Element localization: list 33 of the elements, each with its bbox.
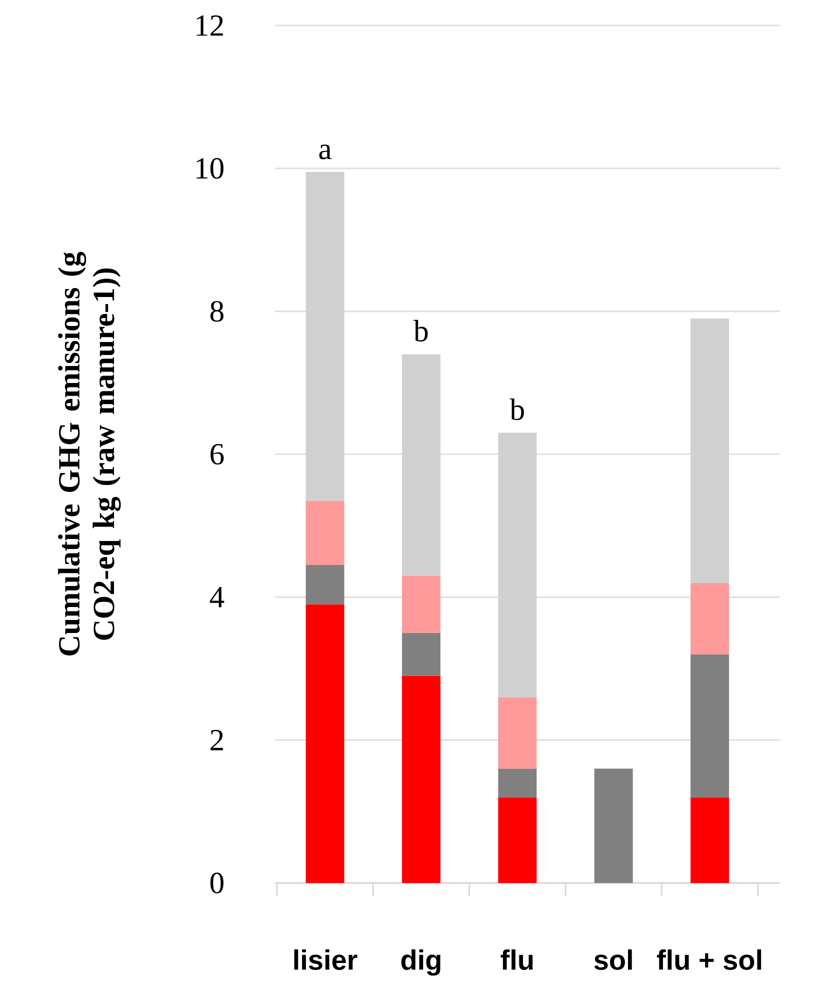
y-tick-label: 4 xyxy=(210,587,224,608)
annotation: a xyxy=(319,144,332,160)
bar xyxy=(402,632,440,676)
bar xyxy=(402,576,440,633)
bar xyxy=(498,432,537,698)
bar xyxy=(690,654,730,798)
annotation: b xyxy=(510,398,524,420)
annotation: b xyxy=(414,320,428,342)
x-tick-label: dig xyxy=(401,949,440,976)
bar xyxy=(306,565,344,604)
y-tick-label: 10 xyxy=(196,158,224,179)
y-axis-title: Cumulative GHG emissions (g CO2-eq kg (raw manure-1)) xyxy=(58,252,121,656)
x-tick-label: flu xyxy=(500,949,533,970)
bar xyxy=(402,676,440,883)
y-tick-label: 2 xyxy=(210,730,223,750)
bar xyxy=(498,697,537,769)
bar xyxy=(498,768,537,798)
bar xyxy=(498,797,537,883)
bar xyxy=(594,768,633,883)
bar xyxy=(306,604,344,883)
bar xyxy=(690,797,730,883)
x-tick-label: sol xyxy=(594,949,632,970)
bar xyxy=(306,172,344,501)
x-tick-label: lisier xyxy=(294,949,358,970)
y-tick-label: 0 xyxy=(210,872,224,894)
bar xyxy=(690,582,730,654)
y-tick-label: 6 xyxy=(210,444,224,465)
y-tick-label: 12 xyxy=(196,15,223,36)
y-tick-label: 8 xyxy=(210,300,224,322)
x-tick-label: flu + sol xyxy=(656,949,762,970)
bar xyxy=(402,354,440,576)
bar xyxy=(690,318,730,583)
bar xyxy=(306,500,344,566)
